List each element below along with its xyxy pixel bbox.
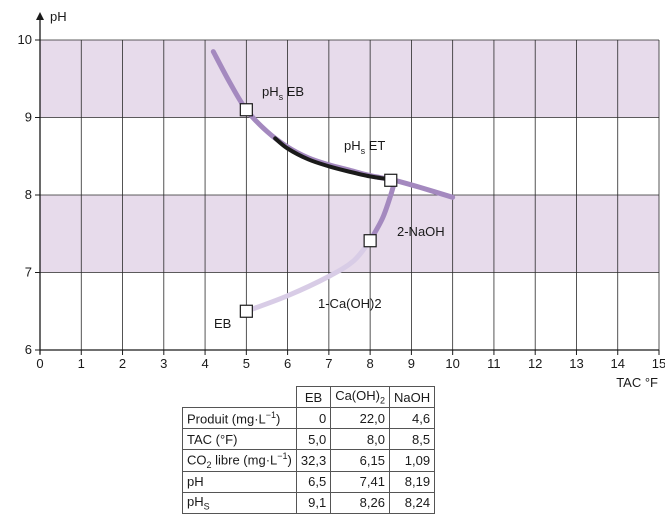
- annotation-phs-et: pHs ET: [344, 138, 385, 156]
- annotation-eb: EB: [214, 316, 231, 331]
- series-lines: [210, 49, 456, 314]
- table-cell: 6,15: [330, 449, 390, 472]
- grid-lines: [40, 39, 660, 351]
- table-header-row: EB Ca(OH)2 NaOH: [183, 386, 436, 408]
- table-cell: 4,6: [388, 407, 436, 429]
- data-points: [239, 103, 398, 318]
- row-label: pHS: [182, 491, 297, 514]
- annotation-caoh: 1-Ca(OH)2: [318, 296, 382, 311]
- table-row: TAC (°F) 5,0 8,0 8,5: [182, 428, 436, 450]
- table-cell: 8,0: [330, 428, 390, 450]
- annotations: pHs EB pHs ET 2-NaOH 1-Ca(OH)2 EB: [214, 84, 445, 331]
- axes: [36, 12, 659, 354]
- table-corner: [183, 387, 297, 408]
- table-cell: 5,0: [295, 428, 332, 450]
- table-cell: 8,24: [388, 491, 436, 514]
- table-cell: 8,5: [388, 428, 436, 450]
- table-cell: 8,26: [330, 491, 390, 514]
- col-header-eb: EB: [295, 386, 332, 408]
- x-tick-label: 0: [36, 356, 43, 371]
- shaded-band: [40, 40, 659, 118]
- series-line: [273, 136, 393, 182]
- y-tick-label: 6: [25, 342, 32, 357]
- table-cell: 1,09: [388, 449, 436, 472]
- y-axis-arrow-icon: [36, 12, 44, 20]
- y-tick-label: 10: [18, 32, 32, 47]
- x-tick-label: 1: [78, 356, 85, 371]
- x-tick-label: 4: [201, 356, 208, 371]
- y-tick-label: 8: [25, 187, 32, 202]
- x-tick-label: 7: [325, 356, 332, 371]
- data-point-square: [363, 234, 377, 248]
- annotation-phs-eb: pHs EB: [262, 84, 304, 102]
- x-axis-label: TAC °F: [616, 375, 658, 390]
- x-tick-label: 9: [408, 356, 415, 371]
- row-label: pH: [182, 470, 297, 493]
- table-row: pHS 9,1 8,26 8,24: [182, 491, 436, 514]
- x-tick-label: 13: [569, 356, 583, 371]
- x-tick-label: 5: [243, 356, 250, 371]
- series-line: [243, 238, 373, 314]
- row-label: TAC (°F): [182, 428, 297, 450]
- table-row: CO2 libre (mg·L−1) 32,3 6,15 1,09: [182, 449, 436, 472]
- x-tick-label: 12: [528, 356, 542, 371]
- series-line: [392, 177, 456, 200]
- x-tick-label: 6: [284, 356, 291, 371]
- col-header-caoh: Ca(OH)2: [330, 386, 390, 408]
- data-point-square: [239, 103, 253, 117]
- table-cell: 8,19: [388, 470, 436, 493]
- data-table: EB Ca(OH)2 NaOH Produit (mg·L−1) 0 22,0 …: [182, 386, 436, 514]
- x-tick-label: 14: [610, 356, 624, 371]
- x-tick-label: 3: [160, 356, 167, 371]
- shaded-bands: [40, 40, 659, 273]
- table-cell: 32,3: [295, 449, 332, 472]
- annotation-naoh: 2-NaOH: [397, 224, 445, 239]
- y-tick-label: 7: [25, 265, 32, 280]
- table-row: pH 6,5 7,41 8,19: [182, 470, 436, 493]
- y-tick-label: 9: [25, 110, 32, 125]
- table-row: Produit (mg·L−1) 0 22,0 4,6: [182, 407, 436, 429]
- table-cell: 7,41: [330, 470, 390, 493]
- x-tick-label: 8: [367, 356, 374, 371]
- table-cell: 6,5: [295, 470, 332, 493]
- x-tick-label: 10: [445, 356, 459, 371]
- x-tick-label: 15: [652, 356, 665, 371]
- x-tick-label: 11: [487, 356, 501, 371]
- col-header-naoh: NaOH: [388, 386, 436, 408]
- row-label: Produit (mg·L−1): [182, 407, 297, 429]
- row-label: CO2 libre (mg·L−1): [182, 449, 297, 472]
- table-cell: 9,1: [295, 491, 332, 514]
- data-point-square: [239, 304, 253, 318]
- y-axis-label: pH: [50, 9, 67, 24]
- data-point-square: [384, 173, 398, 187]
- table-cell: 22,0: [330, 407, 390, 429]
- x-tick-label: 2: [119, 356, 126, 371]
- shaded-band: [40, 195, 659, 273]
- table-cell: 0: [295, 407, 332, 429]
